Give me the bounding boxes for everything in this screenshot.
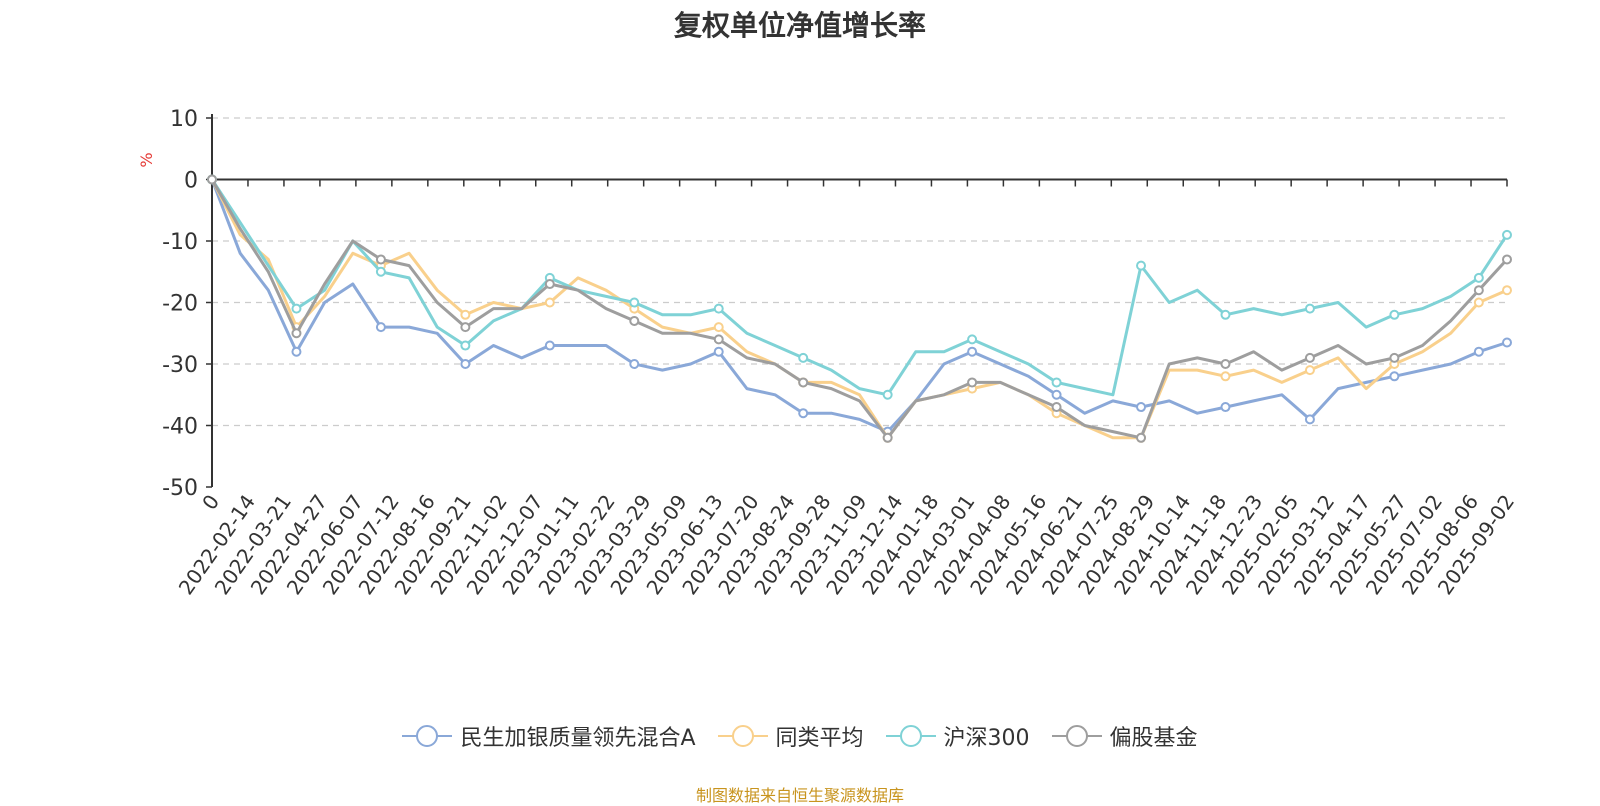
data-point [544, 297, 555, 308]
data-point [629, 359, 640, 369]
data-point [1473, 285, 1484, 296]
data-point [1473, 346, 1484, 357]
data-point [375, 254, 386, 265]
y-axis-unit-label: % [137, 152, 156, 167]
legend-label: 沪深300 [943, 726, 1030, 751]
data-point [713, 346, 724, 357]
data-point [629, 315, 640, 326]
axis-layer: 100-10-20-30-40-5002022-02-142022-03-212… [162, 107, 1519, 599]
legend-label: 偏股基金 [1109, 726, 1198, 751]
data-point [1304, 414, 1315, 425]
legend-label: 民生加银质量领先混合A [460, 726, 696, 751]
series-line [210, 178, 1508, 440]
data-point [882, 432, 893, 443]
data-point [1389, 352, 1400, 363]
data-point [1473, 297, 1484, 308]
data-point [1136, 260, 1147, 271]
legend-marker-icon [885, 725, 936, 747]
series-line [210, 178, 1509, 440]
legend-marker-icon [402, 725, 453, 747]
data-point [1389, 371, 1400, 382]
data-point [882, 389, 893, 400]
y-tick-label: 0 [184, 169, 198, 194]
data-point [1220, 309, 1231, 320]
series-layer [207, 174, 1512, 443]
legend-item[interactable]: 同类平均 [717, 720, 864, 752]
data-point [798, 408, 809, 419]
data-point [1136, 402, 1147, 413]
legend-item[interactable]: 偏股基金 [1051, 720, 1198, 752]
series-line [210, 178, 1509, 397]
data-point [967, 346, 978, 357]
data-point [1304, 352, 1315, 363]
data-point [1304, 303, 1315, 314]
chart-title: 复权单位净值增长率 [673, 9, 926, 42]
data-point [967, 377, 978, 388]
legend-marker-icon [1051, 725, 1102, 747]
legend-label: 同类平均 [775, 726, 864, 751]
data-point [1502, 285, 1512, 296]
data-point [798, 352, 809, 363]
data-point [460, 322, 471, 333]
data-point [1051, 402, 1062, 413]
data-point [713, 303, 724, 314]
data-point [1220, 359, 1231, 369]
data-point [1502, 229, 1512, 240]
data-point [1051, 377, 1062, 388]
series-line [210, 178, 1508, 434]
x-tick-label: 0 [197, 490, 224, 514]
data-point [1136, 432, 1147, 443]
data-point [1220, 371, 1231, 382]
data-point [629, 297, 640, 308]
data-point [544, 340, 555, 351]
data-point [460, 359, 471, 369]
data-point [1051, 389, 1062, 400]
y-tick-label: -20 [162, 292, 198, 317]
data-point [1502, 337, 1512, 348]
data-point [207, 174, 217, 185]
data-point [713, 334, 724, 345]
data-point [460, 340, 471, 351]
data-point [375, 266, 386, 277]
data-point [967, 334, 978, 345]
data-point [1502, 254, 1512, 265]
y-tick-label: -50 [162, 476, 198, 501]
legend-item[interactable]: 沪深300 [885, 720, 1030, 752]
y-tick-label: -10 [162, 230, 198, 255]
source-note: 制图数据来自恒生聚源数据库 [695, 786, 904, 805]
legend: 民生加银质量领先混合A 同类平均 沪深300 偏股基金 [0, 720, 1600, 752]
y-tick-label: 10 [170, 107, 198, 132]
data-point [291, 328, 302, 339]
data-point [291, 346, 302, 357]
data-point [1473, 272, 1484, 283]
y-tick-label: -40 [162, 415, 198, 440]
data-point [291, 303, 302, 314]
legend-item[interactable]: 民生加银质量领先混合A [402, 720, 696, 752]
grid-layer [212, 117, 1507, 427]
data-point [798, 377, 809, 388]
data-point [544, 279, 555, 290]
data-point [1220, 402, 1231, 413]
data-point [375, 322, 386, 333]
data-point [1304, 365, 1315, 376]
legend-marker-icon [717, 725, 768, 747]
data-point [713, 322, 724, 333]
data-point [460, 309, 471, 320]
y-tick-label: -30 [162, 353, 198, 378]
data-point [1389, 309, 1400, 320]
